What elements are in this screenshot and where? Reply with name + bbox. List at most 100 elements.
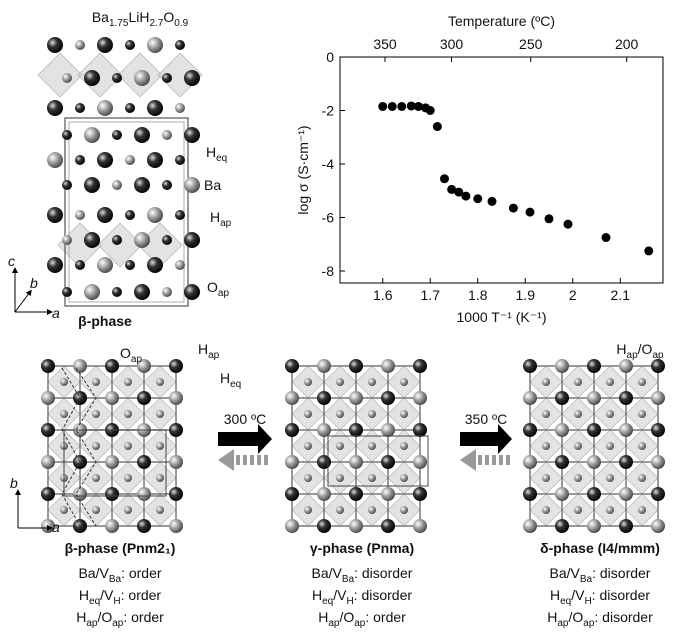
atom	[285, 519, 299, 533]
atom	[555, 359, 569, 373]
x-tick-label: 2	[569, 287, 577, 303]
phase-property: Heq/VH: disorder	[312, 587, 412, 607]
octahedron	[157, 52, 203, 98]
atom	[75, 260, 85, 270]
y-tick-label: -4	[322, 156, 335, 172]
atom	[41, 359, 55, 373]
atom	[156, 410, 164, 418]
atom	[112, 130, 122, 140]
text-part: /O	[97, 609, 112, 625]
atom	[156, 506, 164, 514]
atom	[60, 378, 68, 386]
text-part: /O	[638, 341, 653, 357]
text-part: O	[163, 9, 174, 25]
atom	[105, 391, 119, 405]
atom	[381, 423, 395, 437]
atom	[400, 410, 408, 418]
subscript: ap	[583, 618, 595, 629]
atom	[304, 474, 312, 482]
atom	[606, 442, 614, 450]
arrow-back-dash	[250, 455, 254, 465]
atom	[84, 232, 100, 248]
atom	[124, 442, 132, 450]
atom	[124, 506, 132, 514]
atom	[60, 410, 68, 418]
atom	[92, 474, 100, 482]
atom	[574, 442, 582, 450]
atom	[97, 37, 113, 53]
atom	[317, 423, 331, 437]
atom	[75, 103, 85, 113]
atom	[125, 40, 135, 50]
atom	[400, 378, 408, 386]
atom	[47, 207, 63, 223]
subscript: ap	[354, 618, 366, 629]
atom	[542, 378, 550, 386]
atom	[336, 506, 344, 514]
atom	[84, 284, 100, 300]
arrow-forward	[218, 424, 272, 454]
text-part: H	[79, 587, 89, 603]
arrow-back-dash	[485, 455, 489, 465]
axis-letter: c	[8, 253, 15, 269]
atom	[134, 232, 150, 248]
atom	[619, 359, 633, 373]
subscript: eq	[230, 379, 241, 390]
text-part: H	[550, 587, 560, 603]
atom	[169, 391, 183, 405]
atom	[73, 487, 87, 501]
text-part: : disorder	[354, 587, 413, 603]
atom	[587, 519, 601, 533]
atom	[336, 378, 344, 386]
atom-label: Hap/Oap	[616, 341, 664, 361]
atom	[137, 519, 151, 533]
atom-label: Ba	[204, 177, 221, 193]
atom	[651, 423, 665, 437]
atom	[619, 487, 633, 501]
atom	[317, 455, 331, 469]
text-part: LiH	[128, 9, 149, 25]
data-point	[454, 187, 464, 197]
atom	[75, 40, 85, 50]
atom	[285, 455, 299, 469]
arrow-forward	[460, 424, 512, 454]
atom	[134, 127, 150, 143]
text-part: : order	[123, 609, 164, 625]
atom	[112, 73, 122, 83]
phase-title: β-phase (Pnm2₁)	[65, 540, 176, 556]
atom	[162, 180, 172, 190]
atom	[400, 506, 408, 514]
atom	[41, 455, 55, 469]
subscript: 1.75	[109, 18, 129, 29]
atom	[92, 378, 100, 386]
atom	[368, 474, 376, 482]
atom	[147, 152, 163, 168]
atom	[304, 506, 312, 514]
phase-property: Hap/Oap: order	[76, 609, 164, 629]
subscript: Ba	[109, 574, 122, 585]
atom	[574, 410, 582, 418]
x-tick-label: 1.6	[373, 287, 393, 303]
octahedron	[77, 52, 123, 98]
atom	[400, 474, 408, 482]
data-point	[425, 105, 435, 115]
atom	[523, 487, 537, 501]
atom	[125, 260, 135, 270]
atom	[84, 70, 100, 86]
atom	[134, 284, 150, 300]
subscript: Ba	[580, 574, 593, 585]
formula: Ba1.75LiH2.7O0.9	[92, 9, 189, 29]
subscript: ap	[131, 354, 143, 365]
subscript: H	[113, 596, 120, 607]
atom	[304, 442, 312, 450]
atom	[413, 359, 427, 373]
arrow-back-dash	[264, 455, 268, 465]
atom	[137, 455, 151, 469]
atom	[73, 455, 87, 469]
atom	[47, 152, 63, 168]
atom	[413, 455, 427, 469]
unit-cell	[64, 117, 189, 307]
atom	[41, 391, 55, 405]
y-tick-label: 0	[326, 49, 334, 65]
